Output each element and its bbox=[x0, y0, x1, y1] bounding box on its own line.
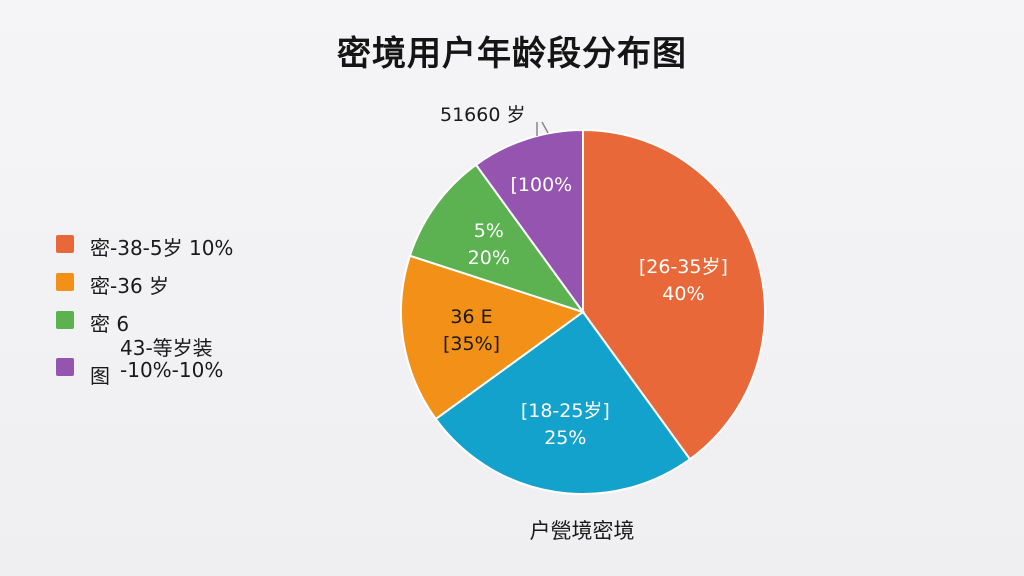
legend-label: 密-38-5岁 10% bbox=[90, 236, 234, 260]
pie-slice bbox=[434, 310, 692, 495]
slice-percent-label: 20% bbox=[468, 247, 510, 269]
slice-label: [26-35岁] bbox=[639, 256, 728, 278]
top-annotation: 51660 岁 bbox=[440, 104, 525, 126]
pie-slice bbox=[408, 163, 586, 314]
legend-swatch bbox=[56, 235, 74, 253]
legend-swatch bbox=[56, 358, 74, 376]
pie-slice bbox=[400, 254, 586, 421]
legend-label: 图 bbox=[90, 364, 110, 388]
legend-extra-value: -10%-10% bbox=[120, 358, 224, 382]
legend-label: 密-36 岁 bbox=[90, 274, 170, 298]
slice-label: [100% bbox=[511, 174, 573, 196]
slice-label: 5% bbox=[474, 220, 504, 242]
legend-swatch bbox=[56, 273, 74, 291]
legend-swatch bbox=[56, 311, 74, 329]
chart-title: 密境用户年龄段分布图 bbox=[337, 34, 687, 74]
annotation-leader bbox=[536, 121, 549, 136]
slice-percent-label: 25% bbox=[544, 427, 586, 449]
slice-label: 36 E bbox=[450, 306, 492, 328]
slice-percent-label: [35%] bbox=[443, 333, 500, 355]
chart-footer: 户甇境密境 bbox=[529, 519, 635, 543]
slice-percent-label: 40% bbox=[662, 283, 704, 305]
pie-slice bbox=[582, 128, 766, 461]
slice-label: [18-25岁] bbox=[521, 400, 610, 422]
legend-label: 密 6 bbox=[90, 312, 130, 336]
legend-extra-label: 43-等岁装 bbox=[120, 336, 213, 360]
pie-slice bbox=[474, 128, 584, 316]
